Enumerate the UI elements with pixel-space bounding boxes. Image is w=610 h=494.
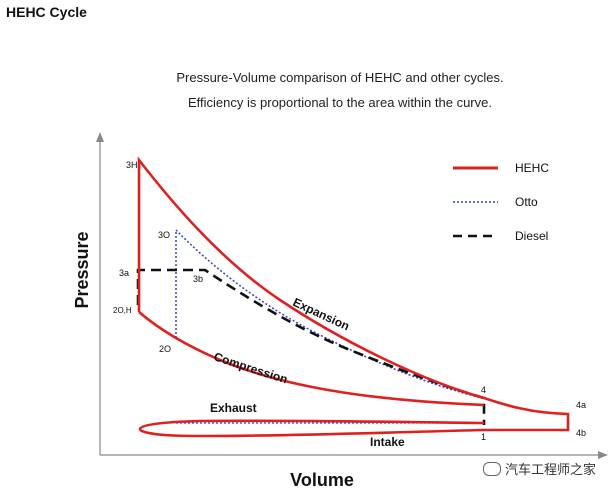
chart-subtitle-line-1: Pressure-Volume comparison of HEHC and o…: [176, 70, 504, 85]
annotation-intake: Intake: [370, 435, 405, 449]
legend-label-diesel: Diesel: [515, 229, 548, 243]
point-label-3a: 3a: [119, 268, 129, 278]
legend: HEHC Otto Diesel: [453, 161, 549, 243]
point-label-1: 1: [481, 432, 486, 442]
x-axis-arrow: [598, 451, 608, 459]
x-axis-label: Volume: [290, 470, 354, 490]
annotation-compression: Compression: [212, 350, 289, 387]
hehc-compression-curve: [138, 311, 485, 407]
legend-label-hehc: HEHC: [515, 161, 549, 175]
annotation-exhaust: Exhaust: [210, 401, 257, 415]
y-axis-label: Pressure: [72, 231, 92, 308]
otto-curve: [175, 228, 483, 399]
point-label-2OH: 2O,H: [113, 306, 132, 315]
y-axis-arrow: [96, 132, 104, 142]
point-label-4a: 4a: [576, 400, 586, 410]
page-title: HEHC Cycle: [6, 4, 87, 20]
point-label-4: 4: [481, 385, 486, 395]
hehc-exhaust-intake-loop: [138, 419, 485, 438]
legend-label-otto: Otto: [515, 195, 538, 209]
chart-subtitle-line-2: Efficiency is proportional to the area w…: [188, 95, 492, 110]
point-label-2O: 2O: [159, 344, 171, 354]
point-label-3H: 3H: [126, 160, 138, 170]
point-label-3b: 3b: [193, 274, 203, 284]
watermark: 汽车工程师之家: [482, 459, 596, 478]
watermark-text: 汽车工程师之家: [504, 462, 596, 477]
point-label-3O: 3O: [158, 230, 170, 240]
point-label-4b: 4b: [576, 428, 586, 438]
wechat-icon: [482, 461, 501, 476]
hehc-expansion-curve: [137, 156, 570, 432]
